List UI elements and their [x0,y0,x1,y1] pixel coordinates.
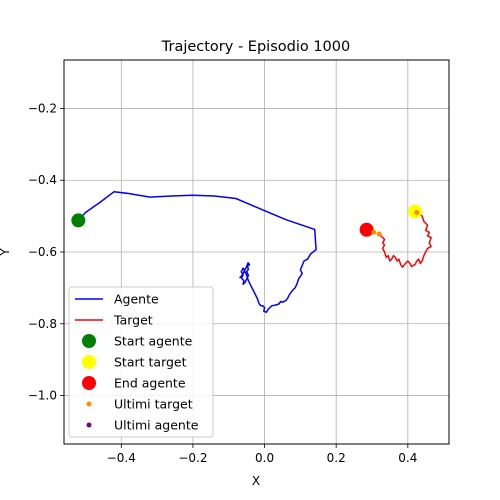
legend-label-ultimi-agente: Ultimi agente [114,418,199,433]
legend-swatch-ultimi-target [86,401,92,407]
series-agente-line [77,190,317,314]
marker-end-agente [359,222,374,237]
y-tick-label: −0.2 [28,101,57,115]
x-tick-label: 0.0 [255,451,274,465]
legend-label-agente: Agente [114,292,159,307]
marker-ultimi-target [414,210,420,216]
x-tick-label: 0.4 [398,451,417,465]
legend-swatch-ultimi-agente [86,422,92,428]
chart-title: Trajectory - Episodio 1000 [161,39,350,55]
y-tick-label: −0.4 [28,173,57,187]
legend-label-end-agente: End agente [114,376,186,391]
y-tick-label: −0.8 [28,317,57,331]
marker-ultimi-target [376,231,382,237]
legend-label-start-agente: Start agente [114,334,193,349]
x-tick-label: −0.4 [107,451,136,465]
legend-swatch-start-target [82,355,96,369]
marker-start-agente [71,213,86,228]
y-tick-label: −1.0 [28,389,57,403]
legend: Agente Target Start agente Start target End … [68,286,214,438]
x-tick-label: 0.2 [327,451,346,465]
legend-label-ultimi-target: Ultimi target [114,397,193,412]
axis-ticks: −0.4 −0.2 0.0 0.2 0.4 −0.2 −0.4 −0.6 −0.8 −1.0 [28,101,418,465]
x-tick-label: −0.2 [178,451,207,465]
x-axis-label: X [252,474,260,488]
y-axis-label: Y [0,248,12,257]
y-tick-label: −0.6 [28,245,57,259]
legend-swatch-start-agente [82,334,96,348]
marker-ultimi-target [371,229,377,235]
legend-label-start-target: Start target [114,355,187,370]
series-target-line [377,210,432,268]
legend-swatch-end-agente [82,376,96,390]
plot-area [71,190,432,314]
legend-label-target: Target [113,313,153,328]
legend-box [68,286,214,438]
